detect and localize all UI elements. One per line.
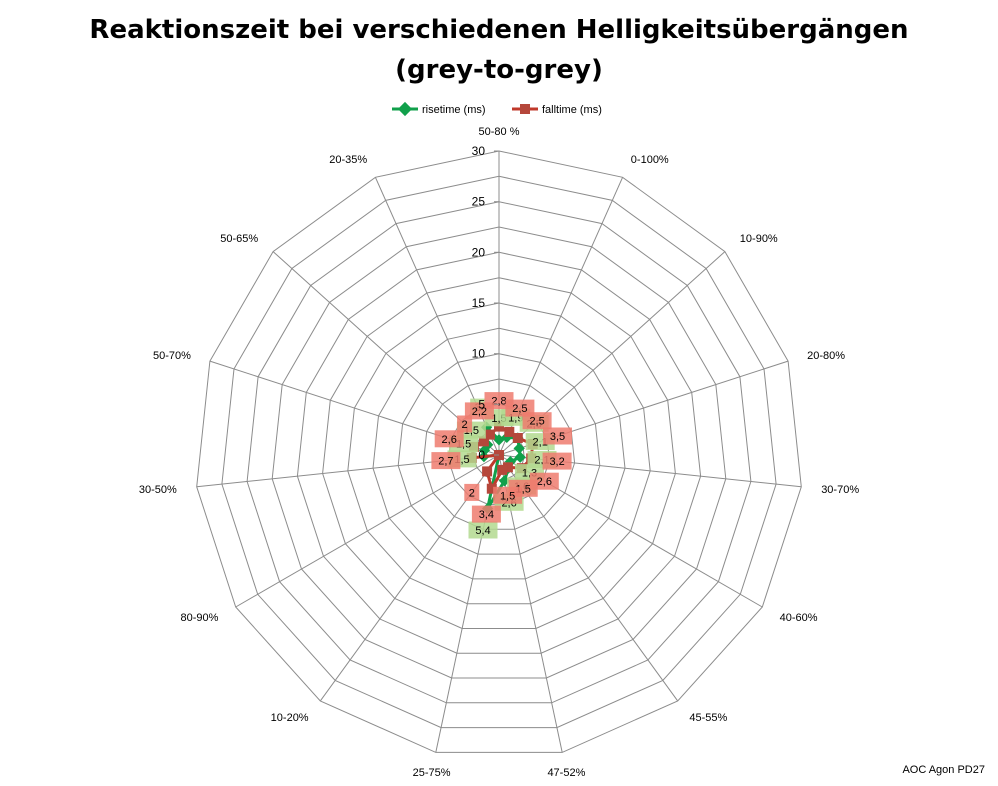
grid-ring (372, 327, 626, 580)
data-label: 2,6 (442, 434, 457, 446)
data-label: 3,2 (549, 456, 564, 468)
grid-ring (347, 302, 651, 605)
grid-ring (221, 175, 777, 729)
data-label: 1,5 (500, 490, 515, 502)
data-point (478, 436, 489, 447)
category-label: 10-90% (740, 233, 778, 245)
category-label: 10-20% (271, 712, 309, 724)
category-label: 20-35% (329, 154, 367, 166)
chart-subtitle: (grey-to-grey) (395, 55, 603, 85)
category-label: 47-52% (547, 767, 585, 779)
tick-label: 15 (472, 296, 486, 310)
legend-label-risetime: risetime (ms) (422, 104, 486, 116)
category-label: 45-55% (689, 712, 727, 724)
data-point (494, 421, 504, 432)
data-label: 3,4 (479, 509, 494, 521)
legend-item-falltime: falltime (ms) (512, 104, 602, 116)
data-label-bg (464, 483, 480, 501)
data-label-bg (457, 415, 473, 433)
grid-ring (296, 251, 702, 654)
category-label: 50-80 % (479, 126, 520, 138)
legend-label-falltime: falltime (ms) (542, 104, 602, 116)
data-label-bg (434, 430, 464, 448)
data-label-bg (464, 402, 494, 420)
grid-spoke (235, 454, 500, 608)
legend-item-risetime: risetime (ms) (392, 101, 486, 117)
data-point (512, 433, 523, 443)
grid-ring (422, 378, 576, 530)
data-point (502, 462, 513, 473)
data-point (482, 466, 493, 477)
data-label-bg (493, 486, 523, 504)
data-label-bg (468, 521, 498, 539)
grid-ring (246, 201, 752, 704)
footer-label: AOC Agon PD27 (902, 764, 985, 776)
category-label: 25-75% (413, 767, 451, 779)
grid-ring (271, 226, 727, 679)
tick-label: 20 (472, 245, 486, 259)
legend-marker-risetime (397, 101, 413, 117)
tick-label: 0 (478, 448, 485, 462)
data-label: 2,5 (529, 416, 544, 428)
tick-label: 30 (472, 144, 486, 158)
data-point (504, 426, 515, 437)
data-label: 2,2 (472, 406, 487, 418)
data-label: 2,6 (537, 476, 552, 488)
category-label: 30-50% (139, 484, 177, 496)
data-label-bg (543, 427, 572, 445)
category-label: 30-70% (821, 484, 859, 496)
data-label: 2 (462, 419, 468, 431)
data-point (484, 429, 495, 440)
data-label: 2,5 (512, 403, 527, 415)
tick-label: 10 (472, 347, 486, 361)
legend: risetime (ms) falltime (ms) (392, 101, 602, 117)
data-point (497, 464, 508, 475)
grid-ring (322, 277, 676, 629)
legend-marker-falltime (520, 104, 530, 114)
grid-ring (397, 353, 601, 555)
radar-grid (196, 150, 802, 753)
data-label-bg (471, 505, 501, 523)
data-label: 2,7 (438, 456, 453, 468)
data-point (486, 483, 497, 494)
data-point (513, 442, 525, 455)
data-label-bg (431, 452, 461, 470)
data-label-bg (522, 412, 552, 430)
tick-label: 5 (478, 397, 485, 411)
category-label: 20-80% (807, 350, 845, 362)
category-label: 50-70% (153, 350, 191, 362)
data-point (514, 451, 526, 463)
category-labels: 50-80 % 0-100% 10-90% 20-80% 30-70% 40-60% 45-… (139, 126, 859, 779)
data-label-bg (542, 452, 572, 470)
data-labels: 1,51,92,52,12,11,31,62,65,41,51,51,532,8… (431, 392, 572, 539)
category-label: 0-100% (631, 154, 669, 166)
chart-title: Reaktionszeit bei verschiedenen Helligke… (89, 15, 908, 45)
grid-ring (196, 150, 802, 753)
tick-label: 25 (472, 195, 486, 209)
category-label: 50-65% (220, 233, 258, 245)
data-label: 3,5 (550, 431, 565, 443)
category-label: 80-90% (180, 612, 218, 624)
category-label: 40-60% (780, 612, 818, 624)
radial-ticks: 0 5 10 15 20 25 30 (472, 144, 499, 462)
data-label: 2 (469, 487, 475, 499)
data-label: 5,4 (475, 525, 490, 537)
